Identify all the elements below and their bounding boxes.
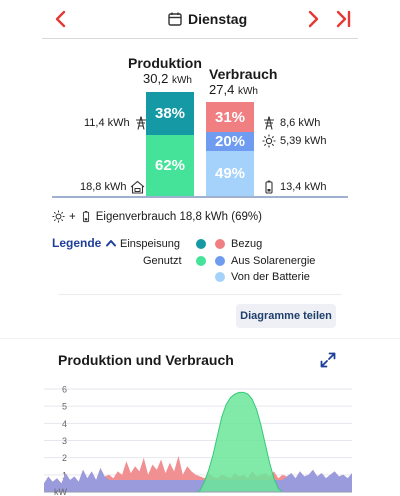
self-consumption-row: + Eigenverbrauch 18,8 kWh (69%) — [52, 210, 262, 223]
top-navigation-bar: Dienstag — [0, 0, 400, 38]
chevron-left-icon[interactable] — [50, 8, 72, 30]
feed-in-label: 11,4 kWh — [84, 116, 148, 130]
solar-label: 5,39 kWh — [262, 134, 326, 148]
consumption-battery-bar: 49% — [206, 151, 254, 196]
legend-einspeisung-dot — [196, 239, 206, 249]
y-tick-label: 5 — [62, 402, 67, 412]
production-title: Produktion — [128, 55, 202, 71]
legend-battery-label: Von der Batterie — [231, 271, 310, 283]
chevron-right-icon[interactable] — [302, 8, 324, 30]
legend-genutzt-dot — [196, 256, 206, 266]
battery-label: 13,4 kWh — [262, 180, 326, 194]
grid-percent: 31% — [214, 108, 246, 126]
battery-kwh: 13,4 kWh — [280, 181, 327, 193]
sun-icon — [52, 210, 65, 223]
legend-einspeisung-label: Einspeisung — [120, 238, 180, 250]
battery-icon — [82, 211, 89, 223]
legend-solar-label: Aus Solarenergie — [231, 255, 316, 267]
header-divider — [42, 38, 358, 39]
plus-sign: + — [69, 210, 76, 223]
calendar-icon — [168, 12, 182, 26]
section-divider — [0, 338, 400, 339]
chart-title: Produktion und Verbrauch — [58, 352, 234, 368]
sun-icon — [262, 134, 276, 148]
bar-baseline — [52, 196, 348, 198]
power-tower-icon — [135, 116, 146, 130]
consumption-grid-bar: 31% — [206, 102, 254, 132]
self-used-kwh: 18,8 kWh — [80, 181, 127, 193]
y-unit-label: kW — [54, 487, 68, 496]
legend-toggle[interactable]: Legende — [52, 236, 117, 250]
section-divider — [58, 294, 342, 295]
production-total: 30,2 kWh — [143, 71, 192, 86]
skip-to-last-icon[interactable] — [332, 8, 354, 30]
legend-battery-dot — [215, 272, 225, 282]
y-tick-label: 4 — [62, 419, 67, 429]
house-icon — [131, 180, 145, 194]
battery-percent: 49% — [214, 165, 246, 182]
production-self-used-bar: 62% — [146, 135, 194, 196]
self-used-label: 18,8 kWh — [80, 180, 145, 194]
power-tower-icon — [264, 116, 274, 130]
grid-label: 8,6 kWh — [262, 116, 320, 130]
legend-solar-dot — [215, 256, 225, 266]
solar-percent: 20% — [214, 133, 246, 150]
date-label: Dienstag — [188, 11, 248, 27]
y-tick-label: 6 — [62, 385, 67, 395]
battery-consumption-series — [44, 468, 352, 492]
grid-kwh: 8,6 kWh — [280, 117, 321, 129]
legend-bezug-label: Bezug — [231, 238, 263, 250]
feed-in-percent: 38% — [154, 105, 186, 122]
y-tick-label: 3 — [62, 436, 67, 446]
chevron-up-icon — [106, 240, 117, 247]
legend-bezug-dot — [215, 239, 225, 249]
production-consumption-chart: 6 5 4 3 2 1 kW — [44, 385, 352, 496]
legend-genutzt-label: Genutzt — [143, 255, 182, 267]
y-tick-label: 1 — [62, 470, 67, 480]
share-diagrams-button[interactable]: Diagramme teilen — [236, 304, 336, 328]
date-selector[interactable]: Dienstag — [168, 10, 247, 28]
consumption-title: Verbrauch — [209, 66, 278, 82]
legend-toggle-label: Legende — [52, 236, 102, 250]
self-consumption-text: Eigenverbrauch 18,8 kWh (69%) — [95, 210, 262, 223]
battery-icon — [265, 180, 273, 194]
feed-in-kwh: 11,4 kWh — [84, 117, 130, 129]
self-used-percent: 62% — [154, 157, 186, 174]
consumption-solar-bar: 20% — [206, 132, 254, 151]
expand-icon[interactable] — [318, 350, 338, 370]
solar-kwh: 5,39 kWh — [280, 135, 327, 147]
y-tick-label: 2 — [62, 453, 67, 463]
consumption-total: 27,4 kWh — [209, 82, 258, 97]
production-feed-in-bar: 38% — [146, 92, 194, 135]
